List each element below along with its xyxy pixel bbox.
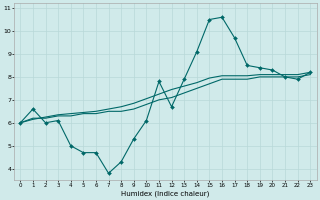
X-axis label: Humidex (Indice chaleur): Humidex (Indice chaleur) [121,190,210,197]
